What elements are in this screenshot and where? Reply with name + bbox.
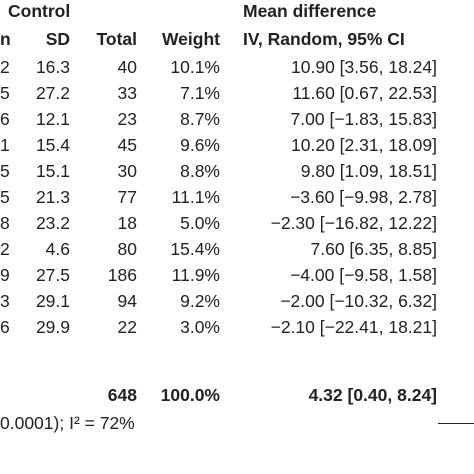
study-mean-difference-ci: 7.60 [6.35, 8.85] <box>310 239 438 259</box>
control-group-header: Control <box>8 1 71 21</box>
study-n: 6 <box>0 109 10 129</box>
study-sd: 27.5 <box>35 265 70 285</box>
study-mean-difference-ci: 10.90 [3.56, 18.24] <box>291 57 437 77</box>
col-method-header: IV, Random, 95% CI <box>243 29 405 49</box>
pooled-estimate: 4.32 [0.40, 8.24] <box>308 385 437 405</box>
study-total: 30 <box>117 161 137 181</box>
study-sd: 4.6 <box>45 239 70 259</box>
study-sd: 23.2 <box>35 213 70 233</box>
study-mean-difference-ci: 10.20 [2.31, 18.09] <box>291 135 437 155</box>
study-total: 22 <box>117 317 137 337</box>
study-n: 6 <box>0 317 10 337</box>
col-weight-header: Weight <box>161 29 220 49</box>
study-weight: 5.0% <box>180 213 220 233</box>
total-weight: 100.0% <box>160 385 220 405</box>
study-weight: 10.1% <box>170 57 220 77</box>
study-sd: 15.4 <box>35 135 70 155</box>
study-weight: 8.7% <box>180 109 220 129</box>
axis-line <box>438 423 474 424</box>
study-sd: 29.1 <box>35 291 70 311</box>
study-weight: 8.8% <box>180 161 220 181</box>
col-n-header: n <box>0 29 11 49</box>
col-sd-header: SD <box>45 29 70 49</box>
study-weight: 9.2% <box>180 291 220 311</box>
study-total: 186 <box>107 265 137 285</box>
study-total: 23 <box>117 109 137 129</box>
study-weight: 9.6% <box>180 135 220 155</box>
study-mean-difference-ci: −3.60 [−9.98, 2.78] <box>290 187 437 207</box>
study-n: 5 <box>0 83 10 103</box>
study-sd: 21.3 <box>35 187 70 207</box>
heterogeneity-stats: 0.0001); I² = 72% <box>0 413 135 433</box>
total-participants: 648 <box>107 385 137 405</box>
study-sd: 16.3 <box>35 57 70 77</box>
study-total: 18 <box>117 213 137 233</box>
study-sd: 15.1 <box>35 161 70 181</box>
study-n: 5 <box>0 187 10 207</box>
study-weight: 15.4% <box>170 239 220 259</box>
study-total: 80 <box>117 239 137 259</box>
study-total: 94 <box>117 291 137 311</box>
study-total: 40 <box>117 57 137 77</box>
study-total: 45 <box>117 135 137 155</box>
study-sd: 12.1 <box>35 109 70 129</box>
study-sd: 29.9 <box>35 317 70 337</box>
study-mean-difference-ci: −4.00 [−9.58, 1.58] <box>290 265 437 285</box>
study-n: 2 <box>0 239 10 259</box>
study-n: 2 <box>0 57 10 77</box>
study-total: 77 <box>117 187 137 207</box>
study-n: 9 <box>0 265 10 285</box>
study-mean-difference-ci: 7.00 [−1.83, 15.83] <box>290 109 437 129</box>
study-n: 3 <box>0 291 10 311</box>
study-weight: 11.9% <box>171 265 220 285</box>
study-mean-difference-ci: 9.80 [1.09, 18.51] <box>300 161 437 181</box>
study-sd: 27.2 <box>35 83 70 103</box>
study-weight: 3.0% <box>180 317 220 337</box>
study-mean-difference-ci: −2.30 [−16.82, 12.22] <box>270 213 437 233</box>
mean-difference-header: Mean difference <box>243 1 377 21</box>
study-total: 33 <box>117 83 137 103</box>
study-mean-difference-ci: −2.00 [−10.32, 6.32] <box>280 291 437 311</box>
study-mean-difference-ci: 11.60 [0.67, 22.53] <box>292 83 437 103</box>
study-weight: 11.1% <box>171 187 220 207</box>
col-total-header: Total <box>96 29 137 49</box>
study-mean-difference-ci: −2.10 [−22.41, 18.21] <box>270 317 437 337</box>
study-n: 5 <box>0 161 10 181</box>
study-weight: 7.1% <box>180 83 220 103</box>
study-n: 8 <box>0 213 10 233</box>
study-n: 1 <box>0 135 10 155</box>
